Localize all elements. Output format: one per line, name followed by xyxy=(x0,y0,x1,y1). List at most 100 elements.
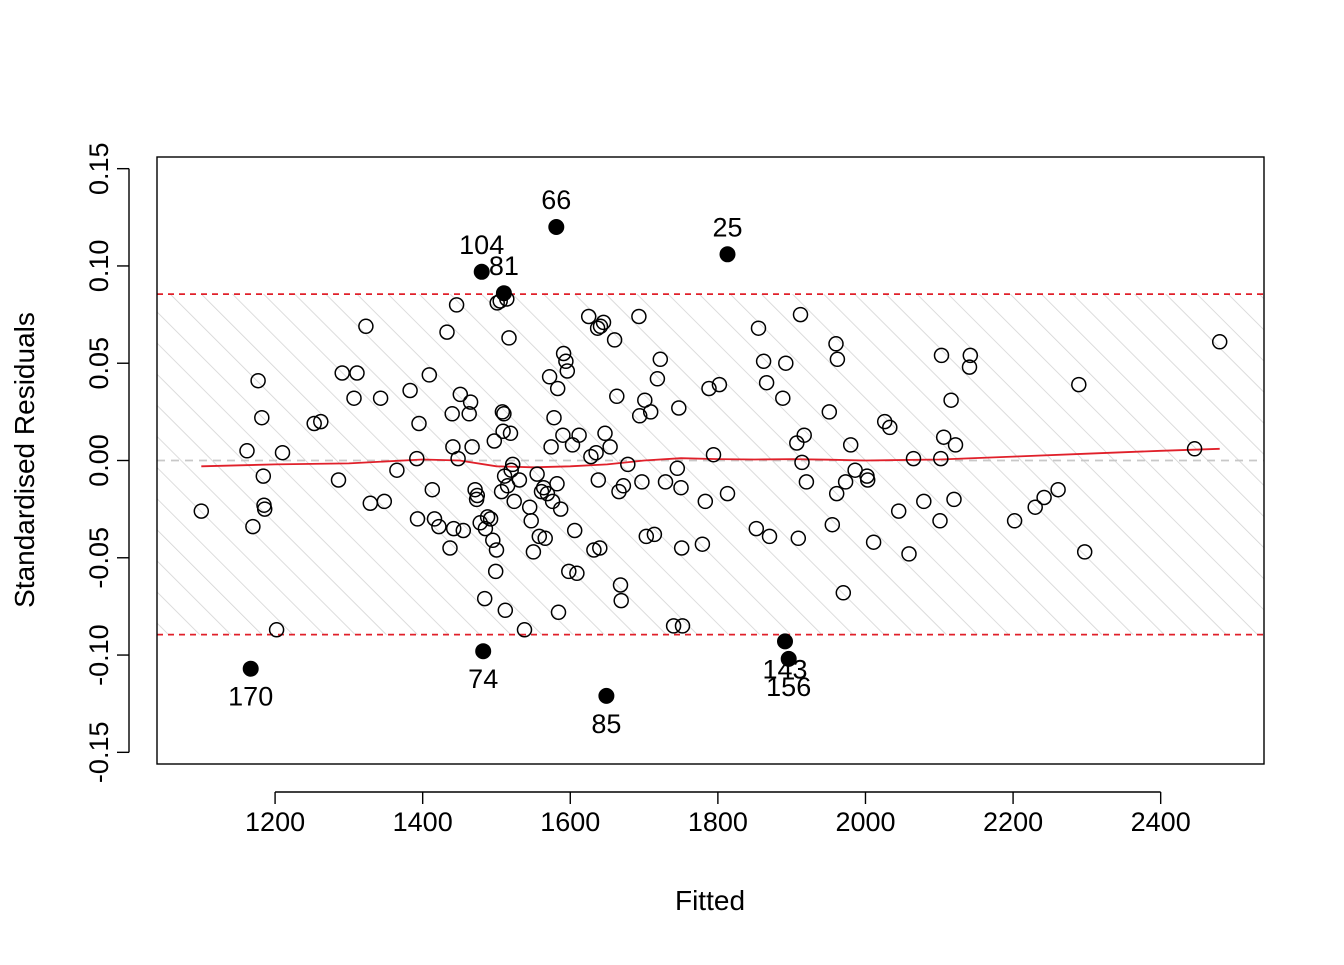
data-point xyxy=(631,308,647,325)
data-point xyxy=(1036,489,1052,506)
data-point xyxy=(612,577,629,593)
data-point xyxy=(590,472,607,488)
data-point xyxy=(245,518,261,535)
data-point xyxy=(334,365,350,381)
data-point xyxy=(496,406,512,422)
y-tick-label: -0.15 xyxy=(84,722,114,784)
data-point xyxy=(550,604,567,621)
data-point xyxy=(634,474,650,490)
data-point xyxy=(613,592,629,609)
data-point xyxy=(646,526,663,543)
flagged-point-label: 66 xyxy=(541,185,571,215)
data-point xyxy=(411,415,427,432)
data-point xyxy=(256,501,273,517)
data-point xyxy=(442,540,458,556)
data-point xyxy=(555,427,571,443)
y-tick-label: -0.05 xyxy=(84,527,114,589)
data-point xyxy=(642,404,659,420)
data-point xyxy=(671,400,687,416)
data-point xyxy=(758,374,775,391)
data-point xyxy=(268,622,285,638)
data-point xyxy=(555,345,572,362)
data-point xyxy=(549,476,565,492)
flagged-point-label: 170 xyxy=(228,682,273,712)
data-point xyxy=(503,462,519,478)
data-point xyxy=(592,318,609,335)
flagged-point-label: 25 xyxy=(712,212,742,242)
data-point xyxy=(523,513,539,529)
data-point xyxy=(502,425,519,442)
data-point xyxy=(571,427,587,443)
data-point xyxy=(389,462,405,478)
data-point xyxy=(494,404,511,420)
x-tick-label: 2400 xyxy=(1131,807,1191,837)
data-point xyxy=(569,565,585,582)
data-point xyxy=(933,450,949,467)
data-point xyxy=(566,522,583,539)
x-tick-label: 1400 xyxy=(393,807,453,837)
data-point xyxy=(775,390,791,406)
data-point xyxy=(455,522,472,539)
flagged-point xyxy=(719,246,736,263)
data-point xyxy=(711,376,728,393)
data-point xyxy=(488,542,505,558)
data-point xyxy=(697,493,714,510)
data-point xyxy=(346,390,362,406)
flagged-point xyxy=(473,263,490,280)
data-point xyxy=(796,427,812,443)
data-point xyxy=(842,437,859,453)
data-point xyxy=(421,367,438,383)
data-point xyxy=(552,501,569,517)
data-point xyxy=(592,540,608,556)
data-point xyxy=(673,479,689,496)
data-point xyxy=(497,602,514,619)
data-point xyxy=(669,460,686,477)
data-point xyxy=(935,429,952,445)
data-point xyxy=(821,404,838,420)
data-point xyxy=(482,511,499,527)
data-point xyxy=(588,444,604,461)
data-point xyxy=(792,306,809,323)
data-point xyxy=(450,450,466,467)
data-point xyxy=(778,355,794,371)
flagged-point-label: 85 xyxy=(591,709,621,739)
data-point xyxy=(424,481,441,498)
data-point xyxy=(506,493,522,510)
data-point xyxy=(444,406,460,422)
y-axis-title: Standardised Residuals xyxy=(9,312,40,608)
data-point xyxy=(493,483,510,500)
data-point xyxy=(748,520,765,537)
data-point xyxy=(962,347,979,364)
data-point xyxy=(559,363,576,379)
data-point xyxy=(719,485,736,502)
data-point xyxy=(537,530,553,547)
data-point xyxy=(595,314,612,331)
data-point xyxy=(544,493,561,510)
data-point xyxy=(580,308,597,325)
data-point xyxy=(901,546,917,562)
data-point xyxy=(761,528,778,545)
data-point xyxy=(890,503,907,519)
data-point xyxy=(794,454,810,471)
data-point xyxy=(597,425,613,442)
data-point xyxy=(439,324,455,340)
data-point xyxy=(602,439,618,455)
data-point xyxy=(876,413,893,430)
data-point xyxy=(495,423,511,440)
data-point xyxy=(620,456,636,473)
data-point xyxy=(1071,376,1087,393)
data-point xyxy=(649,371,666,387)
data-point xyxy=(652,351,669,368)
data-point xyxy=(790,530,807,547)
flagged-point-label: 81 xyxy=(489,251,519,281)
data-point xyxy=(750,320,767,336)
x-tick-label: 2200 xyxy=(983,807,1043,837)
data-point xyxy=(376,493,393,510)
flagged-point xyxy=(548,219,565,235)
data-point xyxy=(486,433,503,449)
y-tick-label: 0.00 xyxy=(84,434,114,487)
data-point xyxy=(239,443,255,459)
data-point xyxy=(638,528,655,545)
